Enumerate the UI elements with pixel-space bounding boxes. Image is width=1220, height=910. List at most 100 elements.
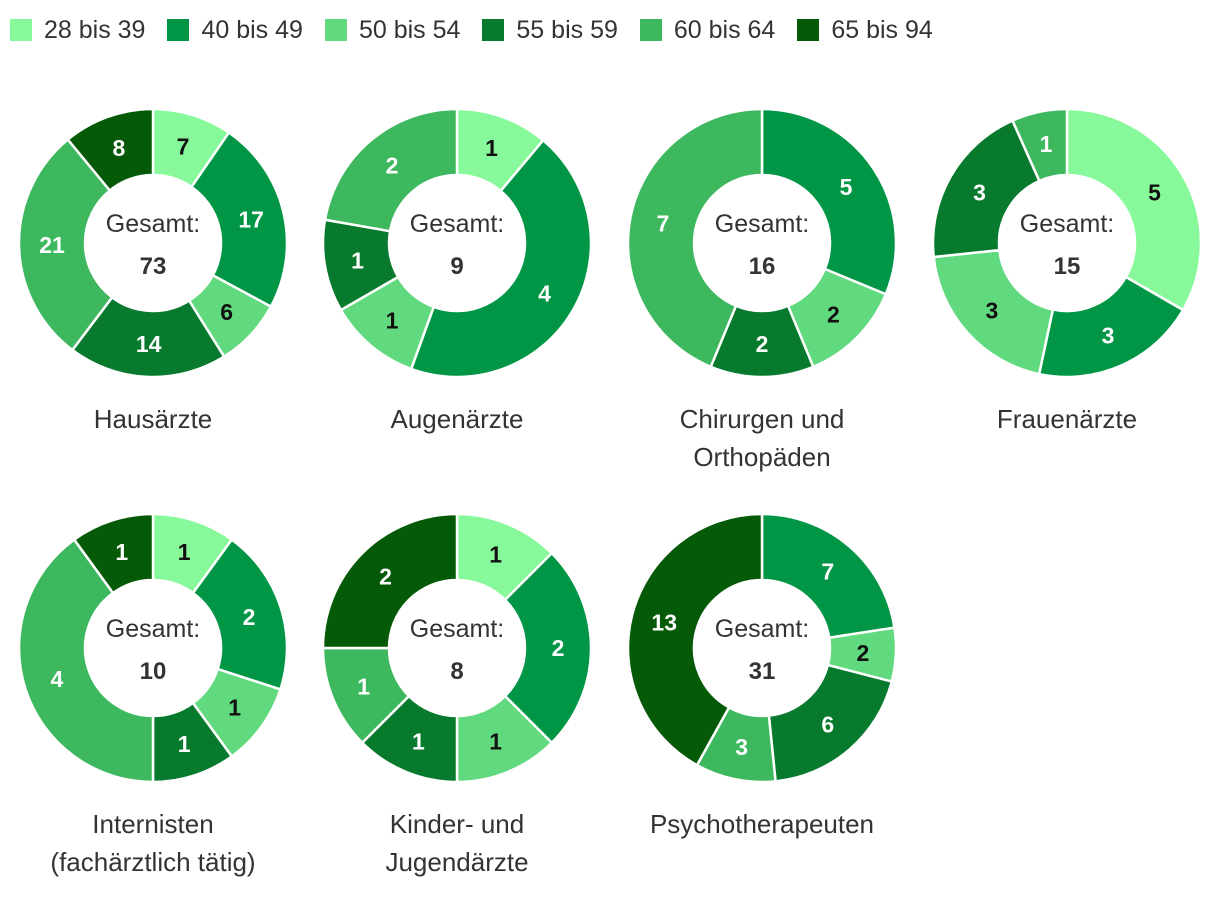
legend-swatch — [639, 19, 662, 41]
legend-label: 40 bis 49 — [201, 15, 303, 44]
center-label: Gesamt: — [410, 615, 504, 643]
center-label: Gesamt: — [106, 210, 200, 238]
slice-value-label: 1 — [485, 135, 498, 161]
legend-item: 65 bis 94 — [797, 15, 933, 45]
donut-slice — [66, 107, 155, 193]
slice-value-label: 5 — [840, 174, 853, 200]
slice-value-label: 2 — [552, 635, 565, 661]
slice-value-label: 13 — [651, 610, 677, 636]
slice-value-label: 2 — [379, 564, 392, 590]
donut-slice — [191, 537, 289, 691]
donut-slice — [626, 107, 764, 369]
legend-item: 50 bis 54 — [324, 15, 461, 45]
legend-swatch — [797, 19, 820, 41]
center-total: 31 — [749, 658, 776, 685]
donut-slice — [321, 512, 459, 650]
donut-slice — [323, 107, 459, 233]
slice-value-label: 2 — [756, 331, 769, 357]
donut-slice — [626, 512, 764, 767]
slice-value-label: 7 — [821, 558, 834, 584]
slice-value-label: 1 — [178, 539, 191, 565]
slice-value-label: 4 — [538, 281, 551, 307]
chart-title: Kinder- und — [390, 809, 524, 839]
donut-slice — [1065, 107, 1203, 312]
donut-slice — [17, 537, 155, 784]
slice-value-label: 2 — [827, 301, 840, 327]
donut-slice — [760, 512, 896, 640]
center-total: 16 — [749, 253, 776, 280]
legend-swatch — [482, 19, 505, 41]
center-label: Gesamt: — [106, 615, 200, 643]
center-total: 8 — [450, 658, 463, 685]
legend-item: 28 bis 39 — [10, 16, 145, 45]
donut-chart: 5 3 3 3 1 Gesamt: 15 Frauenärzte — [931, 107, 1203, 434]
donut-slice — [932, 248, 1055, 376]
slice-value-label: 1 — [489, 542, 502, 568]
legend-item: 40 bis 49 — [167, 15, 303, 45]
donut-chart: 1 2 1 1 1 2 Gesamt: 8 Kinder- und Jugendärzte — [321, 512, 593, 877]
chart-title: Chirurgen und — [680, 404, 845, 434]
chart-title: Psychotherapeuten — [650, 809, 874, 839]
slice-value-label: 1 — [351, 248, 364, 274]
center-label: Gesamt: — [715, 210, 809, 238]
chart-title: Orthopäden — [693, 442, 830, 472]
slice-value-label: 7 — [657, 210, 670, 236]
donut-slice — [1010, 107, 1069, 183]
chart-title: Augenärzte — [391, 404, 524, 434]
slice-value-label: 4 — [51, 666, 64, 692]
slice-value-label: 17 — [238, 206, 264, 232]
center-label: Gesamt: — [410, 210, 504, 238]
slice-value-label: 2 — [243, 604, 256, 630]
slice-value-label: 3 — [973, 180, 986, 206]
center-total: 10 — [140, 658, 167, 685]
chart-title: Frauenärzte — [997, 404, 1137, 434]
center-total: 15 — [1054, 253, 1081, 280]
donut-chart: 7 2 6 3 13 Gesamt: 31 Psychotherapeuten — [626, 512, 898, 839]
center-label: Gesamt: — [715, 615, 809, 643]
donut-slice — [70, 295, 226, 379]
donut-slice — [409, 138, 593, 379]
slice-value-label: 1 — [412, 728, 425, 754]
donut-chart: 1 2 1 1 4 1 Gesamt: 10 Internisten (fachärztlich … — [17, 512, 289, 877]
donut-slice — [931, 118, 1041, 259]
legend-label: 65 bis 94 — [831, 15, 933, 44]
slice-value-label: 1 — [386, 307, 399, 333]
legend-item: 55 bis 59 — [482, 15, 618, 45]
legend-swatch — [167, 19, 190, 41]
donut-slice — [17, 137, 114, 352]
slice-value-label: 3 — [1102, 322, 1115, 348]
donut-chart: 7 17 6 14 21 8 Gesamt: 73 Hausärzte — [17, 107, 289, 434]
donut-slice — [760, 107, 898, 296]
legend-swatch — [324, 19, 347, 41]
slice-value-label: 14 — [136, 331, 162, 357]
slice-value-label: 8 — [113, 135, 126, 161]
legend: 28 bis 39 40 bis 49 50 bis 54 55 bis 59 60 b… — [10, 14, 955, 46]
slice-value-label: 1 — [115, 539, 128, 565]
center-total: 73 — [140, 253, 167, 280]
donut-slice — [189, 130, 289, 309]
legend-label: 60 bis 64 — [673, 15, 776, 44]
center-label: Gesamt: — [1020, 210, 1114, 238]
slice-value-label: 6 — [220, 299, 233, 325]
legend-label: 28 bis 39 — [44, 15, 146, 44]
chart-title: (fachärztlich tätig) — [50, 847, 255, 877]
chart-title: Internisten — [92, 809, 213, 839]
slice-value-label: 1 — [357, 674, 370, 700]
donut-chart: 1 4 1 1 2 Gesamt: 9 Augenärzte — [321, 107, 593, 434]
slice-value-label: 7 — [177, 134, 190, 160]
slice-value-label: 3 — [735, 734, 748, 760]
legend-swatch — [10, 19, 32, 41]
slice-value-label: 1 — [228, 694, 241, 720]
donut-slice — [503, 551, 593, 745]
slice-value-label: 5 — [1148, 180, 1161, 206]
slice-value-label: 1 — [1040, 131, 1053, 157]
slice-value-label: 1 — [489, 728, 502, 754]
legend-item: 60 bis 64 — [639, 15, 776, 45]
slice-value-label: 2 — [386, 153, 399, 179]
donut-slice — [1037, 275, 1185, 379]
legend-label: 55 bis 59 — [516, 15, 618, 44]
donut-slice — [72, 512, 155, 595]
slice-value-label: 6 — [821, 712, 834, 738]
legend-label: 50 bis 54 — [358, 15, 461, 44]
